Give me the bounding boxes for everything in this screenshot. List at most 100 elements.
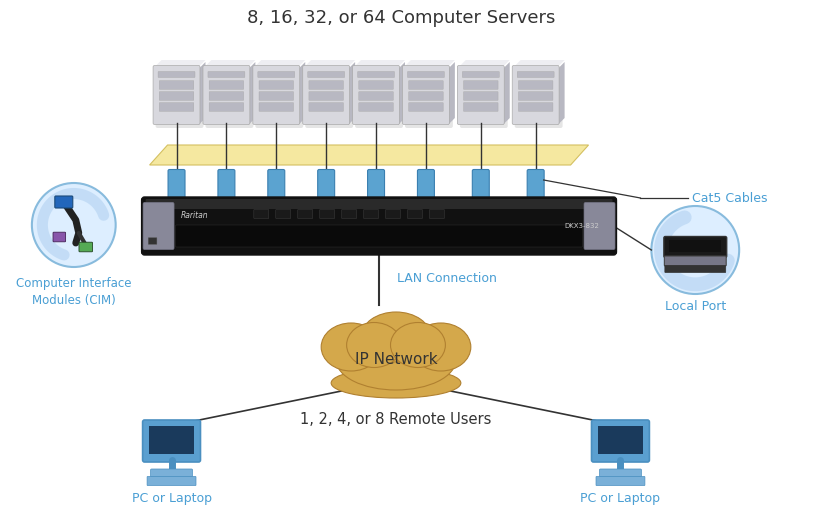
Ellipse shape [346,323,402,367]
FancyBboxPatch shape [155,68,203,128]
Polygon shape [348,62,355,125]
FancyBboxPatch shape [298,210,313,219]
Polygon shape [154,60,206,67]
FancyBboxPatch shape [463,92,498,100]
FancyBboxPatch shape [519,103,553,111]
FancyBboxPatch shape [359,81,393,89]
FancyBboxPatch shape [159,92,193,100]
Polygon shape [304,60,355,67]
FancyBboxPatch shape [409,92,443,100]
Ellipse shape [411,323,471,371]
FancyBboxPatch shape [54,196,73,208]
FancyBboxPatch shape [150,469,193,477]
FancyBboxPatch shape [153,65,200,125]
FancyBboxPatch shape [203,65,250,125]
FancyBboxPatch shape [309,81,343,89]
FancyBboxPatch shape [307,71,345,78]
FancyBboxPatch shape [429,210,445,219]
FancyBboxPatch shape [463,81,498,89]
Polygon shape [150,145,589,165]
FancyBboxPatch shape [669,240,721,252]
Polygon shape [398,62,405,125]
FancyBboxPatch shape [209,92,244,100]
Text: Computer Interface
Modules (CIM): Computer Interface Modules (CIM) [16,277,132,307]
FancyBboxPatch shape [355,68,403,128]
FancyBboxPatch shape [176,225,583,247]
FancyBboxPatch shape [512,65,559,125]
FancyBboxPatch shape [664,237,727,258]
FancyBboxPatch shape [209,103,244,111]
FancyBboxPatch shape [267,169,285,201]
FancyBboxPatch shape [148,238,157,244]
Polygon shape [298,62,305,125]
FancyBboxPatch shape [515,68,563,128]
FancyBboxPatch shape [460,68,508,128]
Polygon shape [514,60,564,67]
FancyBboxPatch shape [159,81,193,89]
FancyBboxPatch shape [147,476,196,486]
FancyBboxPatch shape [209,81,244,89]
Text: LAN Connection: LAN Connection [397,271,497,285]
FancyBboxPatch shape [596,476,645,486]
FancyBboxPatch shape [463,103,498,111]
FancyBboxPatch shape [259,81,293,89]
FancyBboxPatch shape [527,169,544,201]
Text: PC or Laptop: PC or Laptop [132,492,211,505]
Polygon shape [248,62,255,125]
FancyBboxPatch shape [665,266,726,272]
FancyBboxPatch shape [519,92,553,100]
FancyBboxPatch shape [141,197,616,255]
Text: DKX3-832: DKX3-832 [564,223,599,229]
FancyBboxPatch shape [309,92,343,100]
FancyBboxPatch shape [405,68,453,128]
FancyBboxPatch shape [305,68,353,128]
FancyBboxPatch shape [206,68,254,128]
FancyBboxPatch shape [258,71,295,78]
Text: 1, 2, 4, or 8 Remote Users: 1, 2, 4, or 8 Remote Users [300,412,492,428]
Text: IP Network: IP Network [354,353,437,367]
FancyBboxPatch shape [407,71,445,78]
FancyBboxPatch shape [253,65,300,125]
FancyBboxPatch shape [254,210,269,219]
Circle shape [651,206,739,294]
FancyBboxPatch shape [276,210,291,219]
FancyBboxPatch shape [463,71,499,78]
FancyBboxPatch shape [320,210,335,219]
FancyBboxPatch shape [359,103,393,111]
Ellipse shape [336,330,456,390]
Polygon shape [558,62,564,125]
Text: PC or Laptop: PC or Laptop [580,492,660,505]
Polygon shape [204,60,255,67]
FancyBboxPatch shape [318,169,335,201]
FancyBboxPatch shape [341,210,357,219]
FancyBboxPatch shape [458,65,504,125]
Ellipse shape [321,323,381,371]
FancyBboxPatch shape [584,203,615,250]
FancyBboxPatch shape [149,426,194,454]
Ellipse shape [361,312,431,362]
FancyBboxPatch shape [599,469,641,477]
FancyBboxPatch shape [664,256,726,266]
FancyBboxPatch shape [359,92,393,100]
FancyBboxPatch shape [53,232,66,242]
FancyBboxPatch shape [218,169,235,201]
FancyBboxPatch shape [353,65,399,125]
FancyBboxPatch shape [146,199,612,209]
Ellipse shape [331,368,461,398]
Polygon shape [448,62,454,125]
FancyBboxPatch shape [385,210,401,219]
FancyBboxPatch shape [409,81,443,89]
Text: 8, 16, 32, or 64 Computer Servers: 8, 16, 32, or 64 Computer Servers [247,9,555,27]
FancyBboxPatch shape [417,169,434,201]
FancyBboxPatch shape [358,71,394,78]
FancyBboxPatch shape [168,169,185,201]
Polygon shape [502,62,510,125]
FancyBboxPatch shape [592,420,650,462]
Text: Raritan: Raritan [180,212,208,221]
Text: Cat5 Cables: Cat5 Cables [693,192,767,204]
FancyBboxPatch shape [142,420,201,462]
Polygon shape [198,62,206,125]
FancyBboxPatch shape [598,426,643,454]
FancyBboxPatch shape [158,71,195,78]
Polygon shape [404,60,454,67]
